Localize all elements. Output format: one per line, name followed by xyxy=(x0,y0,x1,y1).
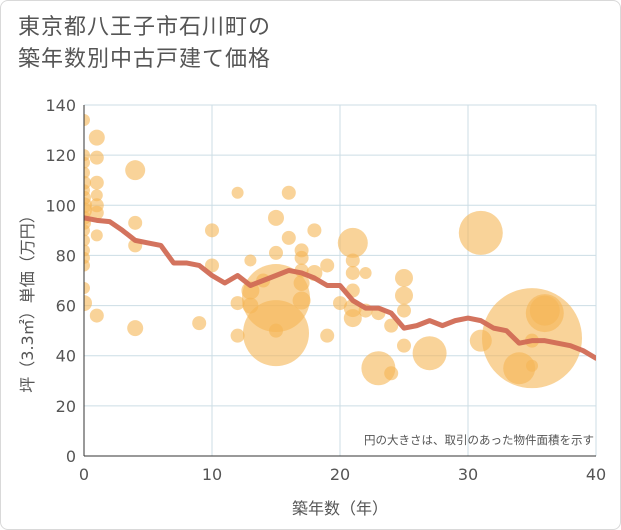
bubble-point-31 xyxy=(205,223,219,238)
x-tick-label-0: 0 xyxy=(79,465,89,484)
x-axis-label: 築年数（年） xyxy=(292,499,388,518)
bubble-point-25 xyxy=(89,308,104,323)
chart-title: 東京都八王子市石川町の 築年数別中古戸建て価格 xyxy=(18,12,271,76)
bubble-point-0 xyxy=(84,114,90,127)
bubble-point-30 xyxy=(192,316,207,331)
y-tick-label-80: 80 xyxy=(56,246,76,265)
x-tick-label-10: 10 xyxy=(202,465,222,484)
bubble-point-73 xyxy=(412,336,447,371)
y-tick-label-100: 100 xyxy=(45,196,76,215)
axes xyxy=(83,105,596,457)
bubble-point-70 xyxy=(395,286,413,305)
bubble-point-32 xyxy=(205,258,219,273)
x-tick-label-40: 40 xyxy=(586,465,606,484)
bubble-point-68 xyxy=(384,366,399,381)
bubble-point-72 xyxy=(397,338,411,353)
y-axis-label: 坪（3.3㎡）単価（万円） xyxy=(18,207,37,392)
grid-lines xyxy=(84,104,597,456)
bubble-point-17 xyxy=(84,295,92,312)
bubble-point-44 xyxy=(269,323,283,338)
bubble-point-16 xyxy=(84,282,90,295)
bubble-point-18 xyxy=(88,129,105,146)
chart-title-line-2: 築年数別中古戸建て価格 xyxy=(18,47,272,72)
bubble-point-52 xyxy=(307,223,322,238)
bubble-point-27 xyxy=(128,215,143,230)
bubble-point-41 xyxy=(269,245,283,260)
bubble-point-56 xyxy=(333,296,347,311)
bubble-point-29 xyxy=(127,320,144,337)
x-tick-label-30: 30 xyxy=(458,465,478,484)
bubble-point-45 xyxy=(281,185,296,200)
bubble-point-35 xyxy=(230,328,245,343)
bubble-point-63 xyxy=(359,266,372,279)
bubble-point-69 xyxy=(395,268,413,287)
chart-title-line-1: 東京都八王子市石川町の xyxy=(18,15,272,40)
bubble-point-55 xyxy=(320,328,335,343)
bubble-point-62 xyxy=(343,309,362,328)
bubble-point-20 xyxy=(89,175,104,190)
trend-series xyxy=(84,215,596,361)
bubble-point-34 xyxy=(230,296,245,311)
y-tick-label-120: 120 xyxy=(45,146,76,165)
y-tick-label-0: 0 xyxy=(66,447,76,466)
bubble-point-67 xyxy=(384,318,399,333)
bubble-point-33 xyxy=(231,186,244,199)
trend-line xyxy=(84,215,596,361)
tick-labels: 0 10 20 30 40 0 20 40 60 80 100 120 140 xyxy=(45,96,606,484)
bubble-point-81 xyxy=(529,295,560,326)
bubble-point-71 xyxy=(397,303,411,318)
bubble-point-19 xyxy=(89,150,104,165)
bubble-point-50 xyxy=(293,275,310,292)
bubble-point-23 xyxy=(89,205,104,220)
bubble-point-36 xyxy=(244,254,257,267)
bubble-point-74 xyxy=(458,210,503,255)
bubble-point-40 xyxy=(268,209,284,226)
x-tick-label-20: 20 xyxy=(330,465,350,484)
bubble-point-21 xyxy=(90,189,103,202)
bubble-point-51 xyxy=(292,291,311,310)
y-tick-label-40: 40 xyxy=(56,347,76,366)
y-tick-label-140: 140 xyxy=(45,96,76,115)
bubble-point-46 xyxy=(281,230,296,245)
bubble-point-59 xyxy=(345,265,360,280)
bubble-point-58 xyxy=(345,253,360,268)
bubble-point-79 xyxy=(526,359,538,372)
bubble-point-12 xyxy=(84,234,90,247)
bubble-point-48 xyxy=(294,250,309,265)
bubble-point-26 xyxy=(125,160,146,181)
bubble-point-57 xyxy=(337,227,368,258)
y-tick-label-60: 60 xyxy=(56,297,76,316)
bubble-point-15 xyxy=(84,259,90,272)
y-tick-label-20: 20 xyxy=(56,397,76,416)
bubble-point-2 xyxy=(84,156,90,169)
bubble-point-3 xyxy=(84,166,90,179)
bubble-point-24 xyxy=(90,229,103,242)
bubble-size-note: 円の大きさは、取引のあった物件面積を示す xyxy=(364,433,594,447)
bubble-point-11 xyxy=(84,224,90,237)
bubble-point-54 xyxy=(320,258,335,273)
